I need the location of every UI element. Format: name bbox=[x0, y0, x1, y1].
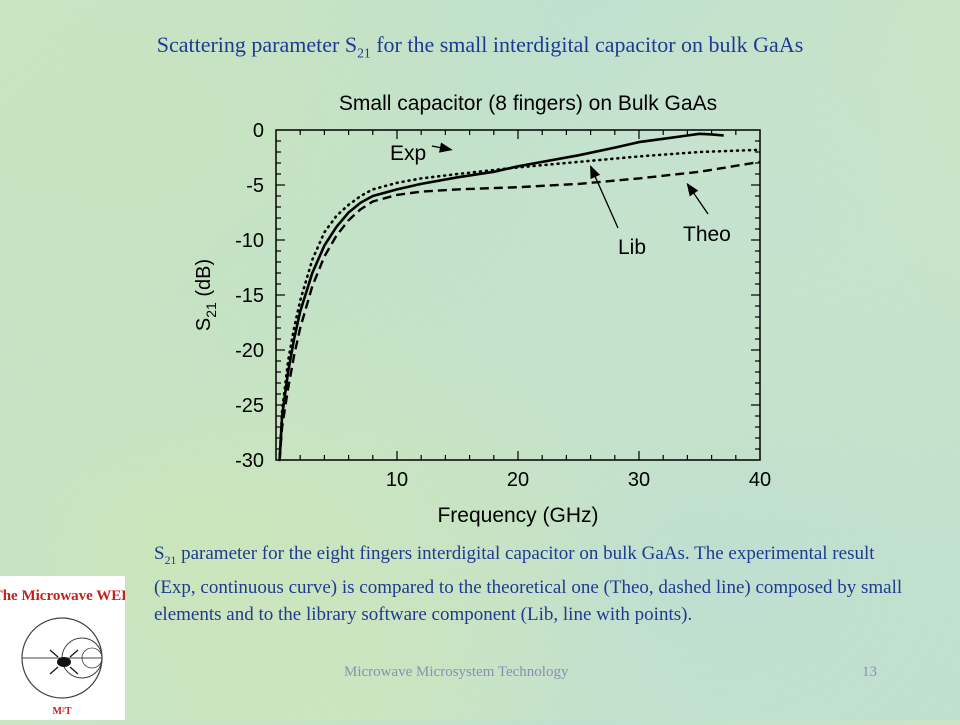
title-subscript: 21 bbox=[357, 45, 371, 61]
annotation-lib: Lib bbox=[618, 236, 646, 259]
x-tick-label: 20 bbox=[507, 469, 529, 491]
x-tick-label: 40 bbox=[749, 469, 771, 491]
y-tick-label: -20 bbox=[235, 340, 264, 362]
series-line-exp bbox=[278, 132, 724, 461]
y-tick-label: -5 bbox=[246, 175, 264, 197]
plot-frame bbox=[275, 129, 761, 461]
chart-title: Small capacitor (8 fingers) on Bulk GaAs bbox=[339, 92, 717, 115]
caption-subscript: 21 bbox=[164, 553, 177, 567]
x-tick-label: 30 bbox=[628, 469, 650, 491]
series-line-lib bbox=[278, 148, 762, 462]
annotation-arrow-theo bbox=[686, 182, 709, 215]
caption-start: S bbox=[154, 543, 165, 564]
page-number: 13 bbox=[862, 664, 877, 680]
y-axis-label: S21 (dB) bbox=[193, 259, 219, 331]
footer-text: Microwave Microsystem Technology bbox=[344, 664, 569, 680]
annotation-arrow-exp bbox=[431, 142, 453, 153]
logo-mark: M²T bbox=[52, 706, 71, 717]
annotation-layer: Exp Lib Theo bbox=[390, 142, 731, 259]
annotation-theo: Theo bbox=[683, 223, 731, 246]
series-line-theo bbox=[278, 160, 761, 461]
title-text-start: Scattering parameter S bbox=[156, 32, 358, 57]
microwave-web-logo: The Microwave WEB M²T bbox=[0, 576, 131, 720]
s21-chart: Small capacitor (8 fingers) on Bulk GaAs… bbox=[193, 92, 771, 527]
series-layer bbox=[278, 132, 762, 462]
y-tick-label: -15 bbox=[235, 285, 264, 307]
x-axis-label: Frequency (GHz) bbox=[437, 504, 598, 527]
slide-title: Scattering parameter S21 for the small i… bbox=[0, 32, 960, 61]
caption-text: parameter for the eight fingers interdig… bbox=[154, 543, 903, 625]
axis-ticks: 10 20 30 40 0 -5 -10 -15 -20 -25 -30 bbox=[235, 120, 771, 491]
annotation-exp: Exp bbox=[390, 142, 426, 165]
y-tick-label: -25 bbox=[235, 395, 264, 417]
smith-chart-icon: The Microwave WEB M²T bbox=[0, 588, 131, 717]
y-label-suffix: (dB) bbox=[193, 259, 215, 302]
logo-text: The Microwave WEB bbox=[0, 588, 125, 604]
title-text-end: for the small interdigital capacitor on … bbox=[370, 32, 804, 57]
y-label-subscript: 21 bbox=[203, 302, 219, 318]
y-label-main: S bbox=[193, 318, 215, 331]
y-tick-label: -30 bbox=[235, 450, 264, 472]
y-tick-label: -10 bbox=[235, 230, 264, 252]
annotation-arrow-lib bbox=[590, 165, 619, 229]
figure-caption: S21 parameter for the eight fingers inte… bbox=[154, 540, 914, 628]
y-tick-label: 0 bbox=[253, 120, 264, 142]
x-tick-label: 10 bbox=[386, 469, 408, 491]
